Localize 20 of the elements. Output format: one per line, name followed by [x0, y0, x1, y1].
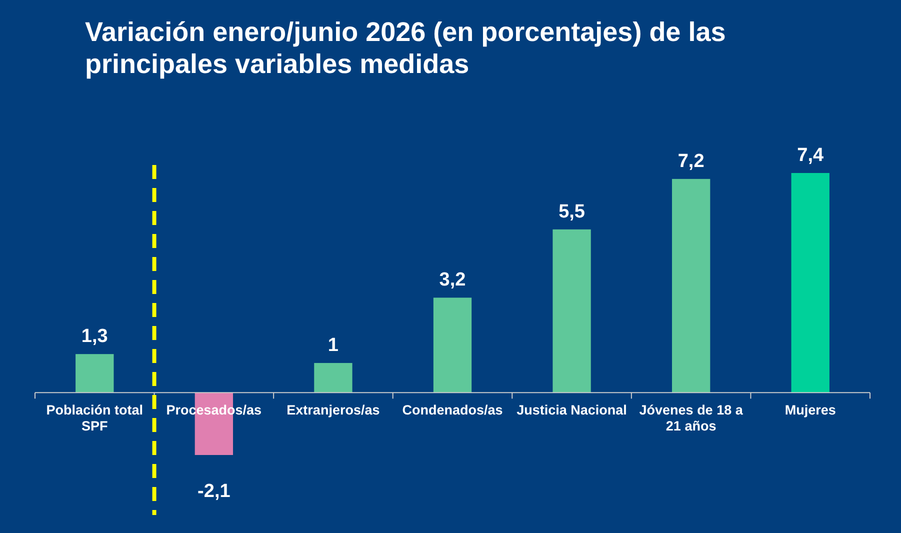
bar	[552, 229, 591, 393]
bar	[314, 362, 352, 393]
x-tick-label: Mujeres	[784, 402, 836, 418]
bar	[672, 178, 710, 393]
x-tick-label: Condenados/as	[402, 402, 503, 418]
data-label: 7,2	[678, 150, 704, 172]
data-label: 1,3	[81, 326, 108, 348]
data-label: 1	[328, 334, 339, 356]
data-label: -2,1	[198, 481, 231, 502]
x-tick-label: Justicia Nacional	[516, 402, 627, 418]
data-label: 3,2	[439, 270, 466, 291]
data-label: 7,4	[797, 145, 824, 166]
chart-title: Variación enero/junio 2026 (en porcentajes) de las principales variables medidas	[85, 17, 726, 79]
x-tick-label: Jóvenes de 18 a 21 años	[639, 402, 744, 434]
bar	[791, 173, 830, 393]
bar	[76, 354, 114, 393]
x-tick-label: Población total SPF	[46, 402, 144, 434]
x-tick-label: Extranjeros/as	[286, 402, 380, 418]
bar	[433, 298, 472, 393]
data-label: 5,5	[558, 201, 586, 222]
